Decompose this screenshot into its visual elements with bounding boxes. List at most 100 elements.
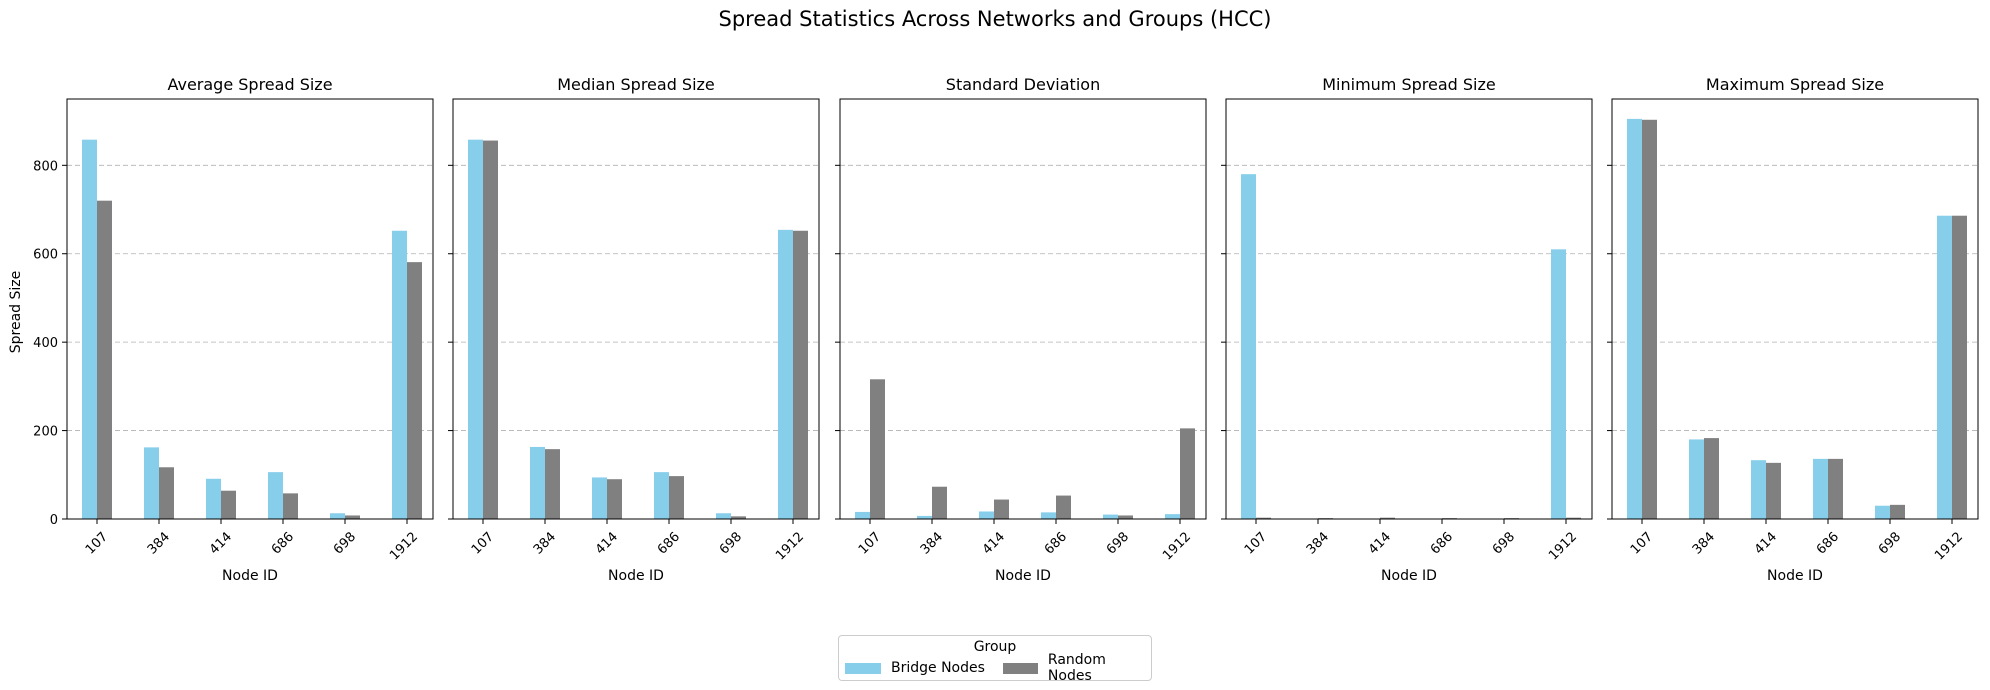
legend-swatch-bridge [845,662,881,674]
bar-bridge [654,472,669,519]
bar-random [932,486,947,519]
x-tick-label: 1912 [1932,529,1966,563]
x-tick-label: 698 [331,529,359,557]
y-tick-label: 600 [33,248,58,263]
x-tick-label: 414 [980,529,1008,557]
legend-swatch-random [1003,662,1038,674]
x-tick-label: 384 [1690,529,1718,557]
bar-bridge [82,139,97,519]
bar-bridge [979,511,994,519]
bar-random [669,476,684,519]
x-axis-label: Node ID [222,568,278,584]
legend: Group Bridge Nodes Random Nodes [838,635,1152,684]
bar-random [1704,438,1719,519]
panel-title: Minimum Spread Size [1322,75,1496,94]
panel-2: Median Spread Size 107 384 414 686 698 1912 Nod… [448,75,820,584]
panel-3: Standard Deviation 107 384 414 686 698 1912 Nod… [835,75,1207,584]
bar-bridge [716,513,731,519]
bar-bridge [855,511,870,519]
x-tick-label: 1912 [387,529,421,563]
panel-frame [839,98,1207,520]
bar-random [1056,495,1071,519]
bar-bridge [1627,118,1642,519]
bar-bridge [1165,514,1180,519]
bar-random [1890,504,1905,519]
x-tick-label: 698 [1104,529,1132,557]
bar-bridge [778,229,793,519]
bar-random [994,499,1009,519]
x-tick-label: 384 [145,529,173,557]
x-tick-label: 414 [593,529,621,557]
x-axis-label: Node ID [1767,568,1823,584]
x-tick-label: 107 [856,529,884,557]
y-tick-label: 400 [33,336,58,351]
x-tick-label: 686 [655,529,683,557]
bar-random [1380,517,1395,519]
x-tick-label: 686 [269,529,297,557]
x-tick-label: 107 [1628,529,1656,557]
x-tick-label: 698 [1490,529,1518,557]
x-tick-label: 1912 [1160,529,1194,563]
x-tick-label: 414 [1752,529,1780,557]
x-tick-label: 384 [531,529,559,557]
bar-random [793,230,808,519]
bar-bridge [530,446,545,519]
bar-bridge [1041,512,1056,519]
bar-random [1566,517,1581,519]
y-tick-label: 200 [33,425,58,440]
y-tick-label: 800 [33,159,58,174]
x-tick-label: 107 [1242,529,1270,557]
panel-title: Maximum Spread Size [1706,75,1884,94]
bar-random [283,493,298,519]
panel-frame [1611,98,1979,520]
bar-bridge [468,139,483,519]
x-tick-label: 698 [717,529,745,557]
bar-random [1952,215,1967,519]
bar-random [870,379,885,519]
bar-random [1642,119,1657,520]
legend-entry-bridge: Bridge Nodes [845,660,985,676]
panel-1: Average Spread Size 0 200 400 600 800 107 384 41… [33,75,434,584]
bar-bridge [144,447,159,519]
bar-bridge [592,477,607,519]
bar-bridge [1241,174,1256,519]
bar-bridge [1551,249,1566,519]
bar-random [545,449,560,519]
x-tick-label: 384 [918,529,946,557]
x-tick-label: 698 [1876,529,1904,557]
bar-bridge [268,472,283,519]
bar-bridge [917,515,932,519]
bar-bridge [392,230,407,519]
y-axis-label: Spread Size [8,271,24,354]
x-tick-label: 107 [469,529,497,557]
x-tick-label: 414 [207,529,235,557]
bar-random [1256,517,1271,519]
bar-random [1766,462,1781,519]
x-axis-label: Node ID [995,568,1051,584]
panel-title: Average Spread Size [167,75,332,94]
bar-random [483,140,498,519]
x-tick-label: 1912 [773,529,807,563]
bar-random [1180,428,1195,519]
bar-random [407,262,422,519]
bar-random [1118,515,1133,519]
panel-frame [452,98,820,520]
bar-random [1828,458,1843,519]
bar-bridge [206,478,221,519]
panel-title: Median Spread Size [557,75,715,94]
x-tick-label: 686 [1042,529,1070,557]
figure-title: Spread Statistics Across Networks and Gr… [719,7,1272,31]
bar-random [607,479,622,519]
panel-4: Minimum Spread Size 107 384 414 686 698 1912 No… [1221,75,1593,584]
panel-5: Maximum Spread Size 107 384 414 686 698 1912 No… [1607,75,1979,584]
x-tick-label: 686 [1814,529,1842,557]
bar-bridge [1937,215,1952,519]
x-tick-label: 107 [83,529,111,557]
legend-entry-random: Random Nodes [1003,652,1151,684]
panel-frame [1225,98,1593,520]
x-tick-label: 414 [1366,529,1394,557]
x-tick-label: 1912 [1546,529,1580,563]
panel-title: Standard Deviation [946,75,1100,94]
bar-bridge [1689,439,1704,519]
